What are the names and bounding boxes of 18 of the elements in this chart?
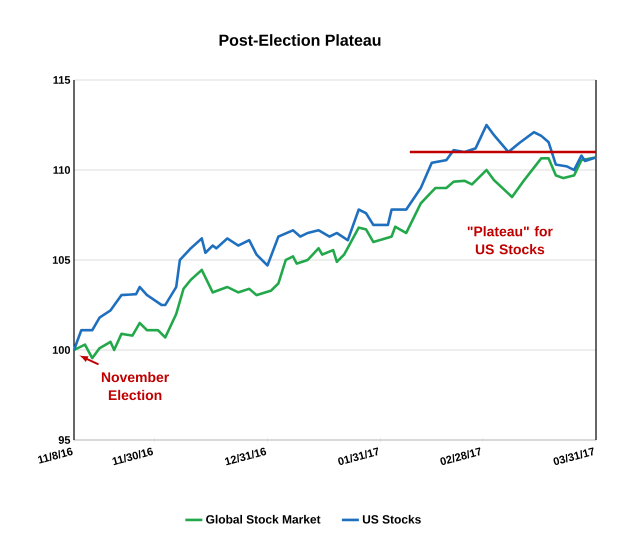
x-tick-label: 01/31/17 (338, 447, 378, 465)
annotation: "Plateau" for US Stocks (468, 226, 553, 254)
legend-label: Global Stock Market (206, 514, 320, 524)
y-tick-label: 115 (53, 76, 70, 84)
chart-title: Post-Election Plateau (220, 34, 380, 46)
y-tick-label: 95 (58, 436, 70, 444)
y-tick-label: 110 (53, 166, 70, 174)
line-series (72, 124, 598, 352)
y-tick-label: 100 (52, 346, 70, 354)
line-series (72, 156, 598, 360)
x-tick-label: 11/8/16 (38, 448, 73, 464)
annotation: November Election (102, 372, 169, 400)
x-tick-label: 12/31/16 (224, 448, 266, 466)
y-tick-label: 105 (52, 256, 70, 264)
legend-label: US Stocks (362, 514, 421, 524)
x-tick-label: 03/31/17 (554, 447, 594, 465)
x-tick-label: 11/30/16 (112, 448, 153, 466)
x-tick-label: 02/28/17 (440, 447, 480, 465)
